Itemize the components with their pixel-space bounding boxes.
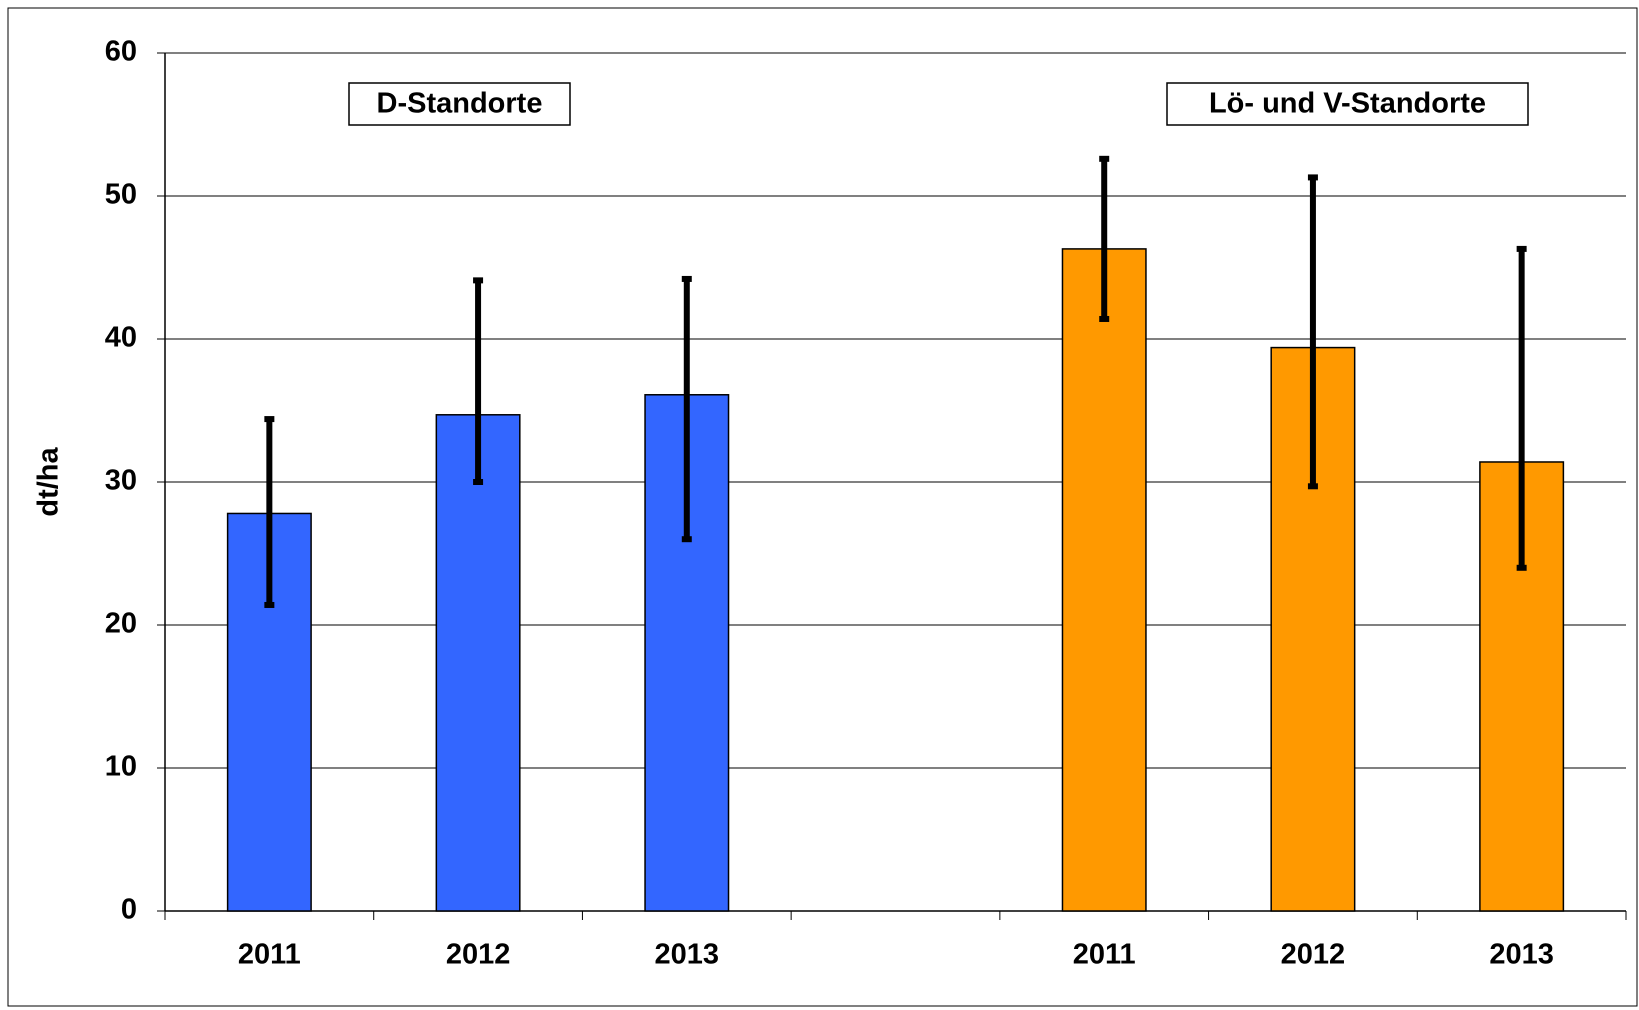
x-tick-label: 2011 xyxy=(238,939,301,971)
y-tick-label: 10 xyxy=(105,751,137,783)
x-tick-label: 2012 xyxy=(446,939,511,971)
annotation: Lö- und V-Standorte xyxy=(1209,88,1486,120)
y-tick-label: 50 xyxy=(105,179,137,211)
y-tick-label: 40 xyxy=(105,322,137,354)
y-tick-label: 20 xyxy=(105,608,137,640)
bar xyxy=(435,414,521,912)
y-axis-label: dt/ha xyxy=(33,446,65,516)
y-tick-label: 30 xyxy=(105,465,137,497)
annotation-box xyxy=(1166,82,1529,126)
x-tick-label: 2012 xyxy=(1281,939,1346,971)
x-tick-label: 2013 xyxy=(655,939,720,971)
y-tick-label: 0 xyxy=(121,894,137,926)
x-tick-label: 2011 xyxy=(1073,939,1136,971)
annotation: D-Standorte xyxy=(377,88,543,120)
x-tick-label: 2013 xyxy=(1489,939,1554,971)
annotation-box xyxy=(348,82,571,126)
bar xyxy=(1061,248,1147,912)
y-tick-label: 60 xyxy=(105,36,137,68)
